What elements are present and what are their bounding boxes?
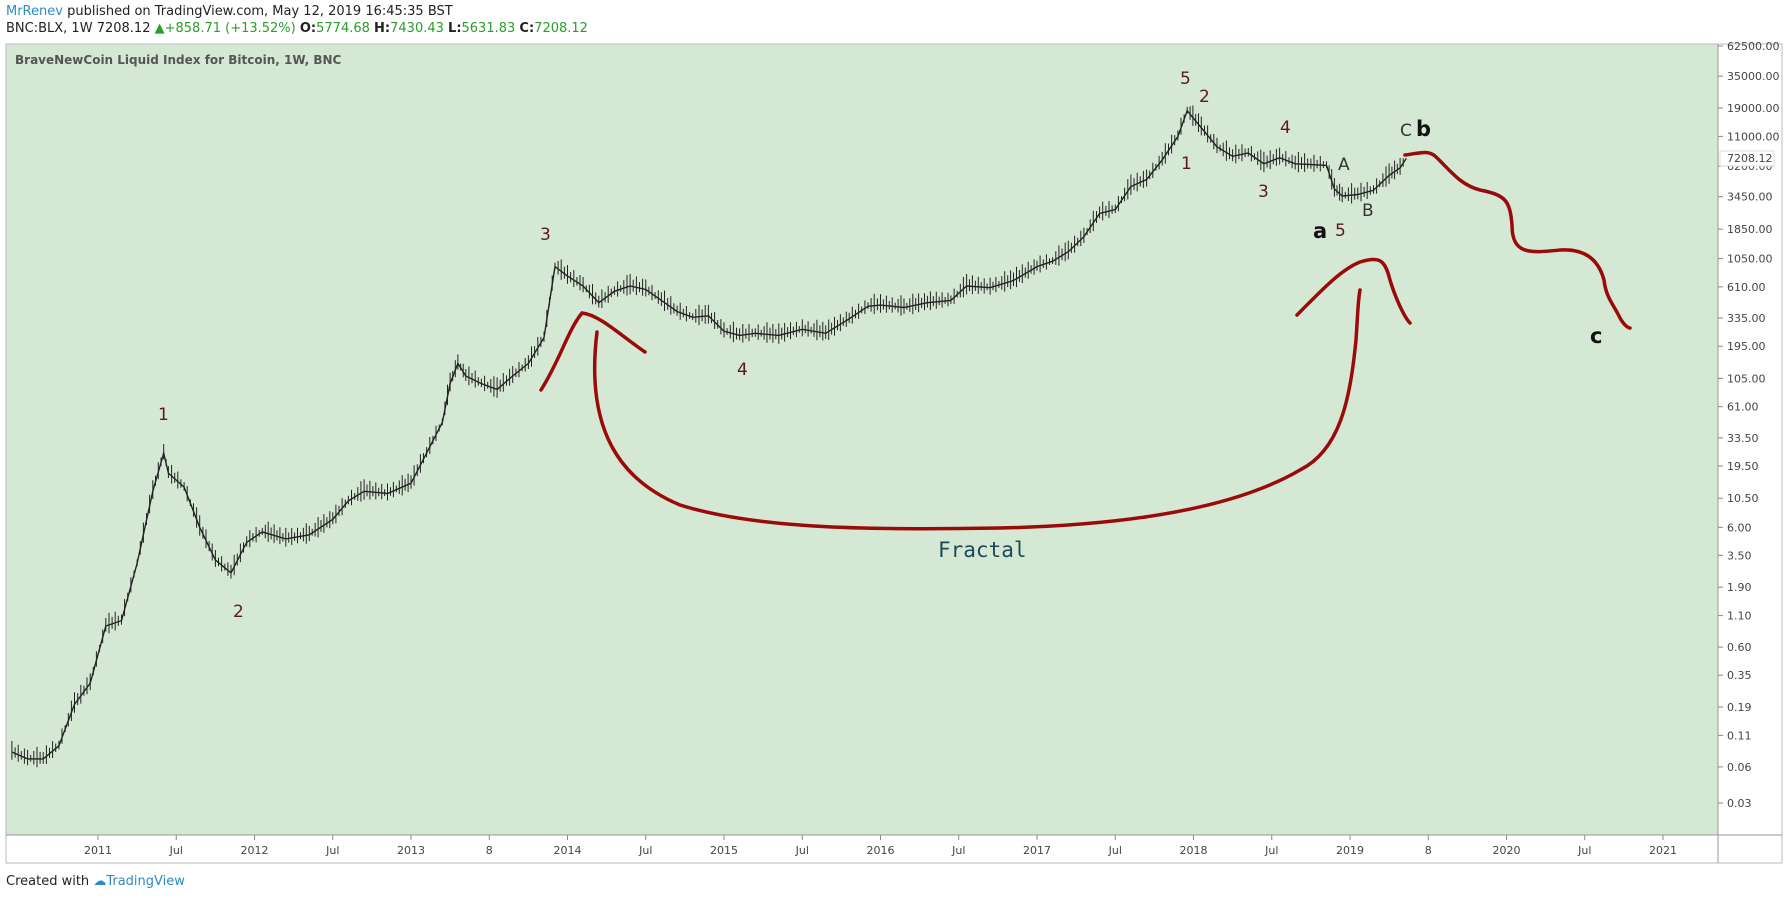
created-with-text: Created with — [6, 874, 90, 889]
y-tick-label: 0.60 — [1727, 641, 1752, 654]
x-tick-label: 2018 — [1180, 844, 1208, 857]
x-tick-label: Jul — [638, 844, 652, 857]
change: +858.71 (+13.52%) — [164, 21, 296, 36]
wave-label-b: b — [1416, 117, 1431, 141]
y-tick-label: 19000.00 — [1727, 102, 1780, 115]
triangle-up-icon: ▲ — [154, 21, 165, 36]
wave-label-1-sub: 1 — [1181, 154, 1192, 174]
y-tick-label: 0.11 — [1727, 729, 1752, 742]
high-label: H: — [374, 21, 391, 36]
wave-label-4-sub: 4 — [1280, 118, 1291, 138]
current-price-box — [1719, 150, 1775, 167]
open-label: O: — [299, 21, 317, 36]
y-tick-label: 10.50 — [1727, 492, 1759, 505]
y-tick-label: 19.50 — [1727, 460, 1759, 473]
x-tick-label: 2017 — [1023, 844, 1051, 857]
x-tick-label: Jul — [1108, 844, 1122, 857]
fractal-arc-2014 — [539, 311, 647, 392]
tradingview-link[interactable]: TradingView — [106, 874, 185, 889]
close-value: 7208.12 — [534, 21, 588, 36]
y-tick-label: 1050.00 — [1727, 253, 1773, 266]
wave-label-B: B — [1362, 201, 1374, 221]
fractal-bracket — [592, 288, 1362, 531]
close-label: C: — [519, 21, 535, 36]
x-tick-label: Jul — [795, 844, 809, 857]
x-tick-label: 2019 — [1336, 844, 1364, 857]
x-tick-label: 8 — [486, 844, 493, 857]
price-series — [11, 105, 1407, 768]
y-tick-label: 0.35 — [1727, 669, 1752, 682]
y-tick-label: 3450.00 — [1727, 191, 1773, 204]
published-text: published on TradingView.com, May 12, 20… — [62, 4, 453, 19]
plot-area — [5, 43, 1719, 836]
wave-label-5-top: 5 — [1180, 69, 1191, 89]
wave-label-2-sub: 2 — [1199, 87, 1210, 107]
y-tick-label: 33.50 — [1727, 432, 1759, 445]
y-tick-label: 105.00 — [1727, 372, 1766, 385]
y-tick-label: 0.03 — [1727, 797, 1752, 810]
x-tick-label: Jul — [1577, 844, 1591, 857]
x-tick-label: 2011 — [84, 844, 112, 857]
x-tick-label: 2020 — [1493, 844, 1521, 857]
fractal-label: Fractal — [938, 538, 1027, 562]
wave-label-A: A — [1338, 155, 1350, 175]
x-tick-label: 2021 — [1649, 844, 1677, 857]
x-tick-label: 2014 — [554, 844, 582, 857]
wave-label-5-sub: 5 — [1335, 221, 1346, 241]
wave-label-a: a — [1313, 219, 1327, 243]
wave-label-2: 2 — [233, 602, 244, 622]
tradingview-logo-icon[interactable]: ☁ — [93, 874, 107, 889]
last-price: 7208.12 — [96, 21, 151, 36]
x-tick-label: 2015 — [710, 844, 738, 857]
wave-label-3-sub: 3 — [1258, 182, 1269, 202]
publish-line: MrRenev published on TradingView.com, Ma… — [6, 4, 453, 19]
wave-label-3: 3 — [540, 225, 551, 245]
y-tick-label: 0.19 — [1727, 701, 1752, 714]
y-tick-label: 195.00 — [1727, 340, 1766, 353]
y-tick-label: 610.00 — [1727, 281, 1766, 294]
wave-label-C: C — [1400, 121, 1412, 141]
y-tick-label: 0.06 — [1727, 761, 1752, 774]
y-tick-label: 61.00 — [1727, 401, 1759, 414]
x-tick-label: 2016 — [867, 844, 895, 857]
high-value: 7430.43 — [390, 21, 444, 36]
wave-label-4: 4 — [737, 360, 748, 380]
x-tick-label: Jul — [951, 844, 965, 857]
x-tick-label: 2013 — [397, 844, 425, 857]
price-line — [11, 109, 1407, 760]
chart-title: BraveNewCoin Liquid Index for Bitcoin, 1… — [15, 53, 342, 67]
wave-label-1: 1 — [158, 405, 169, 425]
low-label: L: — [448, 21, 462, 36]
current-price-marker: 7208.12 — [1719, 150, 1775, 167]
y-tick-label: 1.10 — [1727, 610, 1752, 623]
low-value: 5631.83 — [461, 21, 516, 36]
ohlc-line: BNC:BLX, 1W 7208.12 ▲+858.71 (+13.52%) O… — [6, 21, 588, 36]
current-price-label: 7208.12 — [1727, 152, 1773, 165]
y-tick-label: 11000.00 — [1727, 130, 1780, 143]
price-axis[interactable] — [1717, 43, 1783, 864]
y-tick-label: 335.00 — [1727, 312, 1766, 325]
time-axis[interactable] — [5, 834, 1719, 864]
projection-path — [1403, 150, 1632, 330]
x-tick-label: 8 — [1425, 844, 1432, 857]
y-tick-label: 1.90 — [1727, 581, 1752, 594]
x-tick-label: Jul — [1264, 844, 1278, 857]
wave-label-c: c — [1590, 324, 1602, 348]
x-tick-label: 2012 — [241, 844, 269, 857]
x-axis-ticks: 2011 Jul 2012 Jul 2013 8 2014 Jul 2015 Jul 2016 Jul… — [84, 835, 1677, 857]
y-tick-label: 35000.00 — [1727, 70, 1780, 83]
y-tick-label: 3.50 — [1727, 549, 1752, 562]
x-tick-label: Jul — [325, 844, 339, 857]
y-tick-label: 1850.00 — [1727, 223, 1773, 236]
fractal-arc-2019 — [1295, 257, 1412, 325]
y-tick-label: 6.00 — [1727, 521, 1752, 534]
y-tick-label: 62500.00 — [1727, 40, 1780, 53]
footer: Created with ☁TradingView — [6, 874, 185, 889]
open-value: 5774.68 — [316, 21, 370, 36]
author-link[interactable]: MrRenev — [6, 4, 63, 19]
symbol: BNC:BLX, 1W — [6, 21, 93, 36]
x-tick-label: Jul — [169, 844, 183, 857]
